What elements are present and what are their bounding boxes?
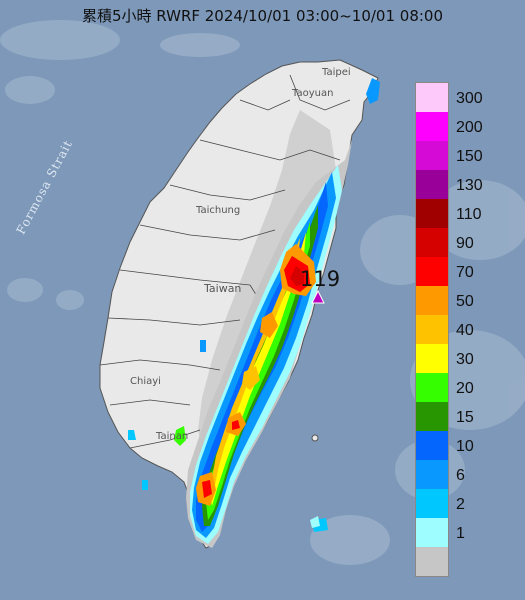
legend-swatch: [416, 402, 448, 431]
legend-label: 50: [456, 293, 474, 310]
place-label-taipei: Taipei: [322, 67, 351, 78]
legend-label: 150: [456, 148, 483, 165]
legend-label: 110: [456, 206, 482, 223]
legend-label: 1: [456, 525, 465, 542]
legend-label: 70: [456, 264, 474, 281]
legend-swatch: [416, 373, 448, 402]
place-label-chiayi: Chiayi: [130, 376, 161, 387]
place-label-taichung: Taichung: [196, 205, 241, 216]
legend-swatch: [416, 112, 448, 141]
legend-swatch: [416, 228, 448, 257]
legend-label: 2: [456, 496, 465, 513]
legend-swatch: [416, 489, 448, 518]
legend-label: 6: [456, 467, 465, 484]
legend-label: 90: [456, 235, 474, 252]
place-label-tainan: Tainan: [156, 431, 189, 442]
legend-label: 15: [456, 409, 474, 426]
legend-label: 300: [456, 90, 483, 107]
legend-swatch: [416, 286, 448, 315]
legend-swatch: [416, 141, 448, 170]
legend-swatch: [416, 257, 448, 286]
legend-label: 200: [456, 119, 483, 136]
legend-swatch: [416, 431, 448, 460]
map-title: 累積5小時 RWRF 2024/10/01 03:00~10/01 08:00: [81, 7, 444, 25]
place-label-taiwan: Taiwan: [204, 282, 242, 295]
legend-label: 10: [456, 438, 474, 455]
green-island: [311, 434, 319, 442]
max-rainfall-value: 119: [300, 267, 341, 291]
legend-swatch: [416, 83, 448, 112]
legend-swatch: [416, 547, 448, 576]
place-label-taoyuan: Taoyuan: [292, 88, 334, 99]
max-rainfall-marker-icon: [311, 289, 325, 304]
legend-label: 40: [456, 322, 474, 339]
color-legend: [415, 82, 449, 577]
legend-swatch: [416, 460, 448, 489]
legend-swatch: [416, 315, 448, 344]
legend-swatch: [416, 199, 448, 228]
legend-swatch: [416, 518, 448, 547]
legend-label: 30: [456, 351, 474, 368]
legend-label: 130: [456, 177, 483, 194]
rainfall-overlay: [128, 78, 380, 548]
legend-swatch: [416, 170, 448, 199]
legend-swatch: [416, 344, 448, 373]
legend-label: 20: [456, 380, 474, 397]
